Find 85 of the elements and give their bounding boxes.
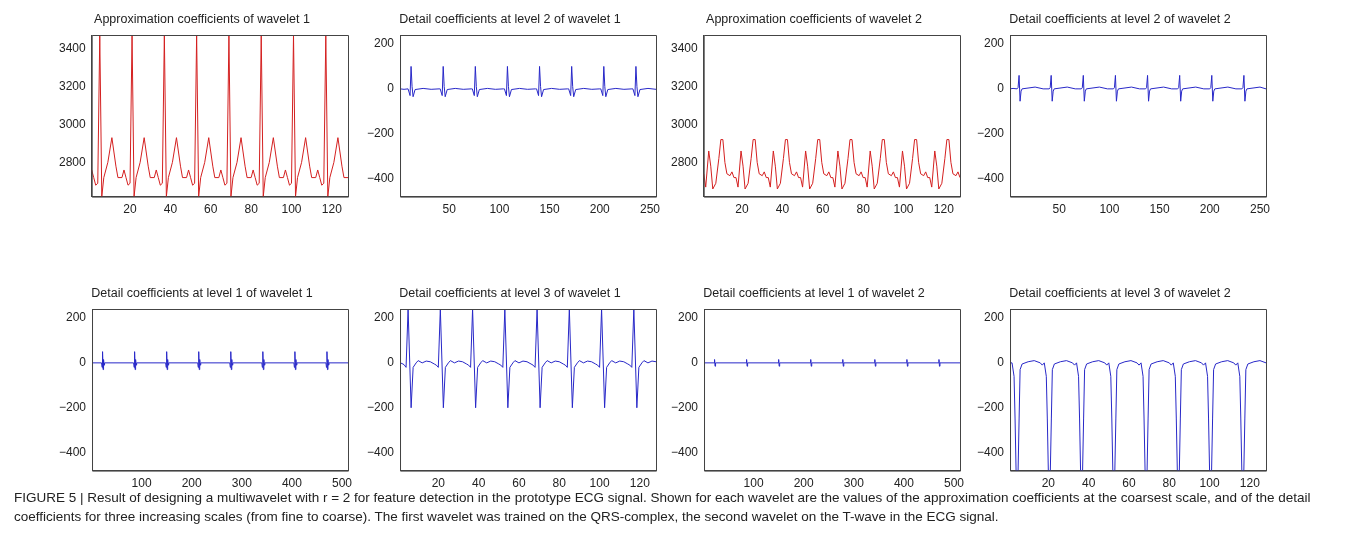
y-tick-label: −400	[977, 170, 1005, 185]
x-tick-label: 100	[489, 202, 510, 217]
x-tick-label: 40	[775, 202, 790, 217]
x-tick-label: 300	[843, 476, 865, 491]
x-tick-label: 100	[1099, 202, 1120, 217]
x-tick-label: 250	[639, 202, 661, 217]
y-tick-label: −200	[59, 400, 87, 415]
x-tick-label: 100	[589, 476, 610, 491]
chart-title: Detail coefficients at level 2 of wavelet 1	[399, 11, 621, 26]
y-tick-label: 3000	[58, 116, 87, 131]
x-tick-label: 120	[321, 202, 343, 217]
x-tick-label: 60	[204, 202, 218, 217]
y-tick-label: 200	[374, 36, 395, 51]
y-tick-label: 3000	[670, 116, 699, 131]
x-tick-label: 50	[1052, 202, 1067, 217]
y-tick-label: 0	[997, 355, 1005, 370]
y-tick-label: −400	[977, 444, 1005, 459]
x-tick-label: 60	[816, 202, 830, 217]
y-tick-label: 0	[387, 81, 395, 96]
x-tick-label: 250	[1249, 202, 1271, 217]
y-tick-label: 3400	[670, 40, 699, 55]
y-tick-label: 3200	[58, 78, 87, 93]
y-tick-label: 0	[387, 355, 395, 370]
y-tick-label: 3200	[670, 78, 699, 93]
y-tick-label: 200	[984, 310, 1005, 325]
x-tick-label: 150	[1149, 202, 1170, 217]
x-tick-label: 200	[1199, 202, 1221, 217]
x-tick-label: 200	[793, 476, 815, 491]
x-tick-label: 80	[552, 476, 567, 491]
y-tick-label: −400	[59, 444, 87, 459]
x-tick-label: 40	[471, 476, 486, 491]
y-tick-label: 0	[691, 355, 699, 370]
x-tick-label: 200	[181, 476, 203, 491]
y-tick-label: 200	[678, 310, 699, 325]
y-tick-label: 2800	[58, 154, 87, 169]
y-tick-label: −200	[671, 400, 699, 415]
y-tick-label: −400	[367, 444, 395, 459]
x-tick-label: 120	[629, 476, 651, 491]
y-tick-label: 200	[66, 310, 87, 325]
y-tick-label: 0	[79, 355, 87, 370]
chart-title: Detail coefficients at level 3 of wavelet 1	[399, 285, 621, 300]
x-tick-label: 500	[331, 476, 353, 491]
chart-title: Detail coefficients at level 1 of wavelet 2	[703, 285, 925, 300]
x-tick-label: 100	[743, 476, 764, 491]
x-tick-label: 80	[1162, 476, 1177, 491]
x-tick-label: 200	[589, 202, 611, 217]
y-tick-label: 2800	[670, 154, 699, 169]
x-tick-label: 40	[1081, 476, 1096, 491]
x-tick-label: 60	[512, 476, 526, 491]
x-tick-label: 300	[231, 476, 253, 491]
y-tick-label: −200	[977, 126, 1005, 141]
y-tick-label: 200	[374, 310, 395, 325]
x-tick-label: 60	[1122, 476, 1136, 491]
x-tick-label: 150	[539, 202, 560, 217]
y-tick-label: −200	[367, 400, 395, 415]
x-tick-label: 20	[1041, 476, 1056, 491]
y-tick-label: −200	[367, 126, 395, 141]
y-tick-label: −400	[671, 444, 699, 459]
x-tick-label: 400	[893, 476, 915, 491]
chart-title: Detail coefficients at level 3 of wavelet 2	[1009, 285, 1231, 300]
x-tick-label: 100	[1199, 476, 1220, 491]
y-tick-label: 200	[984, 36, 1005, 51]
y-tick-label: −200	[977, 400, 1005, 415]
x-tick-label: 120	[1239, 476, 1261, 491]
x-tick-label: 100	[131, 476, 152, 491]
x-tick-label: 80	[856, 202, 871, 217]
x-tick-label: 40	[163, 202, 178, 217]
x-tick-label: 400	[281, 476, 303, 491]
x-tick-label: 20	[735, 202, 750, 217]
chart-title: Approximation coefficients of wavelet 1	[94, 11, 310, 26]
chart-title: Detail coefficients at level 1 of wavelet 1	[91, 285, 313, 300]
x-tick-label: 500	[943, 476, 965, 491]
chart-title: Detail coefficients at level 2 of wavelet 2	[1009, 11, 1231, 26]
x-tick-label: 20	[431, 476, 446, 491]
x-tick-label: 80	[244, 202, 259, 217]
caption: FIGURE 5 | Result of designing a multiwavelet with r = 2 for feature detection in the prototype ECG signal. Shown for each wavelet are the values of the approximation coefficients at the coarsest scale, and of the detail coefficients for three increasing scales (from fine to coarse). The first wavelet was trained on the QRS-complex, the second wavelet on the T-wave in the ECG signal.	[14, 489, 1312, 526]
x-tick-label: 100	[281, 202, 302, 217]
x-tick-label: 50	[442, 202, 457, 217]
chart-title: Approximation coefficients of wavelet 2	[706, 11, 922, 26]
x-tick-label: 100	[893, 202, 914, 217]
y-tick-label: −400	[367, 170, 395, 185]
y-tick-label: 3400	[58, 40, 87, 55]
x-tick-label: 120	[933, 202, 955, 217]
x-tick-label: 20	[123, 202, 138, 217]
y-tick-label: 0	[997, 81, 1005, 96]
